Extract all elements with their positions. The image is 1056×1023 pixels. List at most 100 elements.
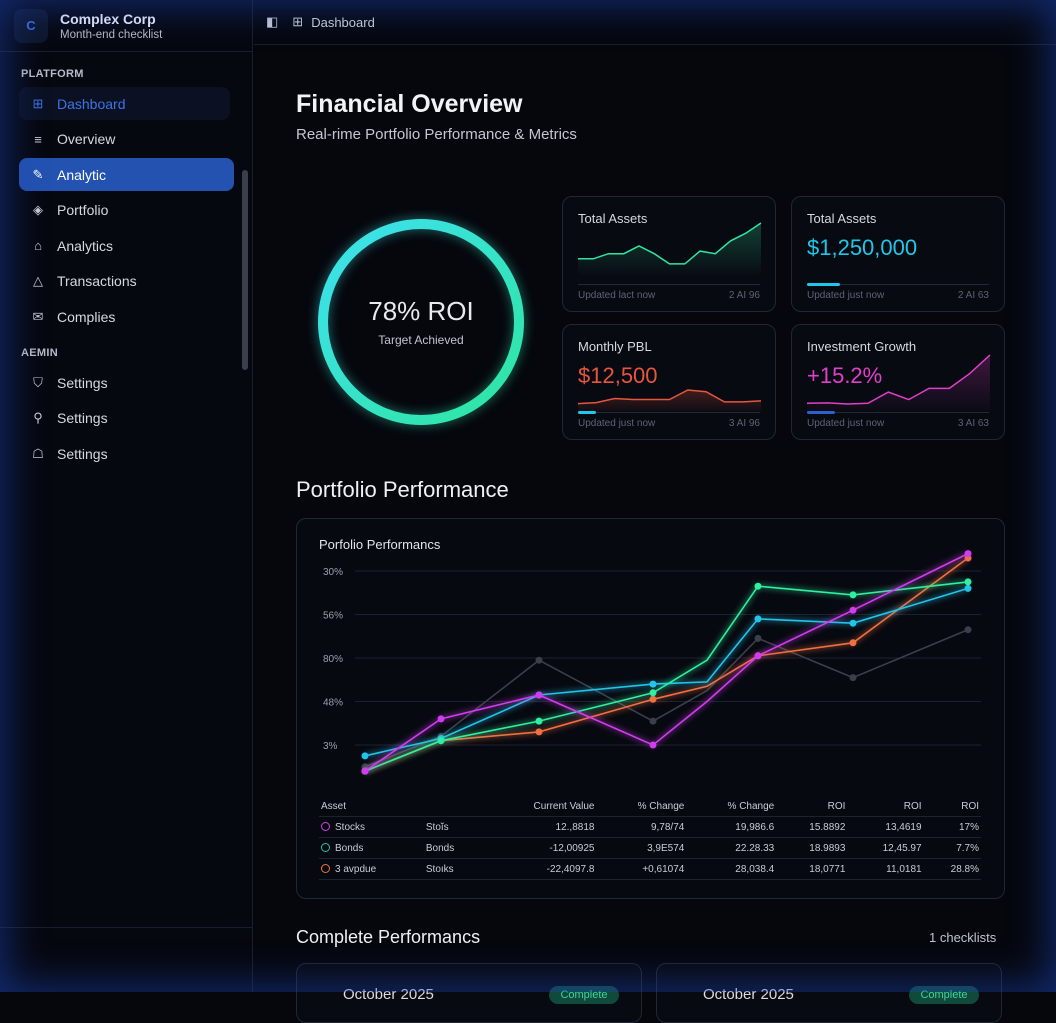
roi-value: 78% ROI [368,296,474,326]
column-header: ROI [776,797,848,817]
sidebar-item-portfolio[interactable]: ◈ Portfolio [19,194,233,227]
y-tick-label: 48% [323,698,343,709]
column-header [423,797,482,817]
table-cell: 22.28.33 [686,837,777,859]
data-point [849,619,857,627]
roi-ring [318,219,524,425]
data-point [649,680,657,688]
checklist-card[interactable]: October 2025 Complete [656,963,1002,1023]
table-cell: 9,78/74 [596,816,687,838]
sparkline-path [578,389,762,405]
data-point [849,591,857,599]
data-point [361,752,369,760]
sidebar-item-analytic[interactable]: ✎ Analytic [19,158,234,191]
updated-text: Updated just now [578,418,656,429]
column-header: Asset [319,797,424,817]
sidebar-scrollbar[interactable] [242,170,248,370]
table-cell: 28.8% [923,858,981,880]
table-cell: 18.9893 [776,837,848,859]
table-cell: Bonds [423,837,482,859]
sidebar-item-settings[interactable]: ☖ Settings [19,437,233,470]
table-cell: 12,45.97 [847,837,924,859]
column-header: % Change [686,797,777,817]
data-point [535,728,543,736]
bell-icon: ☖ [32,445,44,461]
home-icon: ⌂ [34,238,42,253]
progress-bar [807,283,841,286]
table-row[interactable]: Stocks Stoĭs 12.,8818 9,78/74 19,986.6 15.889… [319,816,981,838]
table-cell: Stoıks [423,858,482,880]
table-cell: 19,986.6 [686,816,777,838]
metric-card[interactable]: Total Assets $1,250,000 Updated just now… [791,196,1005,312]
series-line [364,587,969,757]
metric-code: 2 AI 63 [957,290,989,301]
sidebar-item-label: Overview [57,131,116,147]
status-badge: Complete [909,986,979,1004]
triangle-icon: △ [33,273,43,288]
sidebar-item-dashboard[interactable]: ⊞ Dashboard [19,87,230,120]
y-tick-label: 56% [323,611,343,622]
table-cell: -22,4097.8 [481,858,597,880]
sidebar-item-label: Settings [57,445,108,462]
brand-subtitle: Month-end checklist [60,28,163,41]
data-point [649,741,657,749]
series-line [364,581,969,772]
sidebar-item-overview[interactable]: ≡ Overview [19,123,233,156]
metric-code: 3 AI 63 [957,418,989,429]
sidebar-item-transactions[interactable]: △ Transactions [19,265,233,298]
table-cell: 17% [923,816,981,838]
metric-card[interactable]: Investment Growth +15.2% Updated just no… [791,324,1005,440]
series-dot [321,821,330,831]
column-header: % Change [596,797,687,817]
sidebar-item-label: Transactions [57,273,137,289]
table-cell: 12.,8818 [481,816,597,838]
grid-icon: ⊞ [292,14,304,29]
chart-title: Porfolio Performancs [319,537,441,552]
metric-card[interactable]: Total Assets Updated lact now 2 AI 96 [562,196,776,312]
asset-table: Asset Current Value% Change% Change ROI ROI… [319,797,981,880]
checklist-card[interactable]: October 2025 Complete [296,963,642,1023]
sidebar-toggle-icon[interactable]: ◧ [266,14,279,29]
sparkline [578,222,762,277]
page-title: Financial Overview [296,90,523,118]
topbar: ◧ ⊞ Dashboard [254,0,1056,45]
roi-gauge: 78% ROI Target Achieved [306,210,536,440]
divider [578,412,760,413]
divider [0,927,253,928]
data-point [849,639,857,647]
sidebar-item-analytics[interactable]: ⌂ Analytics [19,229,233,262]
brand-name: Complex Corp [60,10,156,27]
table-cell: 18,0771 [776,858,848,880]
asset-name: Stocks [335,821,366,833]
progress-bar [578,411,597,414]
data-point [754,582,762,590]
sidebar-item-settings[interactable]: ⛉ Settings [19,366,233,399]
table-row[interactable]: Bonds Bonds -12,00925 3,9E574 22.28.33 18.989… [319,837,981,859]
updated-text: Updated just now [807,418,885,429]
data-point [849,674,857,682]
column-header: ROI [923,797,981,817]
data-point [649,717,657,725]
checklist-name: October 2025 [703,986,794,1003]
table-cell: -12,00925 [481,837,597,859]
grid-icon: ⊞ [32,95,44,111]
data-point [754,615,762,623]
brand-header[interactable]: C Complex Corp Month-end checklist [0,0,252,52]
checklist-count: 1 checklists [929,930,997,945]
nav-section-label: PLATFORM [21,68,84,80]
layers-icon: ◈ [33,202,43,217]
divider [807,284,989,285]
sidebar-item-label: Analytic [57,166,107,183]
breadcrumb[interactable]: Dashboard [311,14,375,30]
asset-name: 3 avpdue [335,863,377,875]
series-dot [321,842,330,852]
roi-label: Target Achieved [378,333,464,347]
search-icon: ⚲ [33,410,43,425]
sidebar-item-settings[interactable]: ⚲ Settings [19,402,233,435]
metric-card[interactable]: Monthly PBL $12,500 Updated just now 3 A… [562,324,776,440]
table-row[interactable]: 3 avpdue Stoıks -22,4097.8 +0,61074 28,038.4… [319,858,981,880]
sidebar-item-complies[interactable]: ✉ Complies [19,300,233,333]
table-cell: 15.8892 [776,816,848,838]
sparkline-path [807,354,991,405]
sparkline [807,354,991,411]
